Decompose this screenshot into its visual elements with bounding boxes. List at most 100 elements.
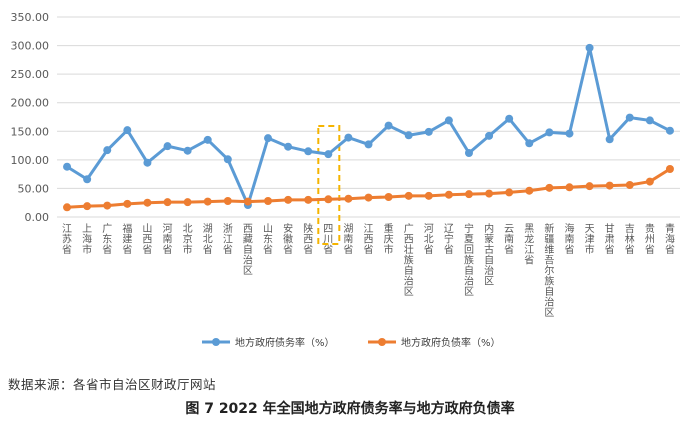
- data-point: [645, 116, 654, 125]
- data-point: [143, 198, 152, 207]
- y-tick-label: 150.00: [11, 125, 50, 138]
- x-tick-label: 上海市: [82, 223, 92, 256]
- x-tick-label: 江西省: [364, 223, 374, 256]
- data-point: [424, 127, 433, 136]
- x-tick-label: 广西壮族自治区: [404, 223, 414, 298]
- data-point: [464, 149, 473, 157]
- x-tick-label: 重庆市: [384, 222, 394, 256]
- data-point: [404, 131, 413, 140]
- data-point: [665, 126, 674, 135]
- data-point: [585, 43, 594, 52]
- data-point: [485, 131, 494, 140]
- data-point: [203, 197, 212, 206]
- data-point: [143, 158, 152, 167]
- data-point: [83, 175, 92, 184]
- x-tick-label: 安徽省: [283, 222, 293, 256]
- data-point: [404, 191, 413, 200]
- x-tick-label: 北京市: [183, 223, 193, 256]
- x-tick-label: 江苏省: [62, 223, 72, 256]
- series-line-1: [66, 46, 671, 207]
- data-point: [83, 202, 92, 211]
- data-point: [384, 121, 393, 130]
- x-tick-label: 陕西省: [303, 222, 313, 256]
- x-tick-label: 贵州省: [645, 222, 655, 256]
- data-point: [605, 181, 614, 190]
- x-tick-label: 山西省: [142, 223, 152, 256]
- data-point: [243, 197, 252, 206]
- data-point: [183, 146, 192, 155]
- data-point: [464, 190, 473, 199]
- x-tick-label: 新疆维吾尔族自治区: [544, 222, 554, 319]
- gridlines: [57, 16, 680, 218]
- y-tick-label: 250.00: [11, 68, 50, 81]
- data-point: [183, 198, 192, 207]
- x-tick-label: 天津市: [585, 224, 595, 256]
- legend-label-2: 地方政府负债率（%）: [401, 336, 501, 349]
- data-point: [324, 195, 333, 204]
- y-tick-label: 200.00: [11, 97, 50, 110]
- data-point: [364, 193, 373, 202]
- data-point: [163, 142, 172, 151]
- x-tick-label: 辽宁省: [444, 223, 454, 256]
- data-point: [103, 201, 112, 210]
- legend-label-1: 地方政府债务率（%）: [235, 336, 335, 349]
- data-point: [63, 203, 72, 212]
- data-point: [565, 129, 574, 138]
- data-point: [665, 165, 674, 173]
- x-tick-label: 四川省: [323, 224, 333, 256]
- series-layer: [63, 43, 674, 212]
- data-point: [203, 135, 212, 144]
- data-point: [505, 114, 514, 123]
- legend-marker-2: [378, 338, 386, 346]
- data-point: [605, 135, 614, 144]
- data-point: [223, 197, 232, 205]
- data-point: [324, 150, 333, 159]
- data-point: [585, 182, 594, 191]
- data-point: [123, 199, 132, 208]
- data-point: [505, 188, 514, 197]
- data-point: [163, 198, 172, 207]
- x-tick-label: 湖北省: [203, 223, 213, 256]
- data-point: [645, 177, 654, 186]
- data-point: [264, 197, 273, 205]
- data-point: [264, 134, 273, 143]
- y-tick-label: 100.00: [11, 154, 50, 167]
- data-point: [444, 190, 453, 199]
- figure-caption: 图 7 2022 年全国地方政府债务率与地方政府负债率: [185, 401, 515, 417]
- highlight-box: [317, 125, 341, 245]
- x-tick-label: 浙江省: [223, 223, 233, 256]
- x-tick-label: 甘肃省: [605, 222, 615, 256]
- data-point: [545, 128, 554, 137]
- x-tick-label: 湖南省: [343, 223, 353, 256]
- data-point: [304, 147, 313, 156]
- legend-marker-1: [212, 338, 220, 346]
- data-point: [485, 189, 494, 198]
- legend: 地方政府债务率（%） 地方政府负债率（%）: [202, 336, 501, 349]
- x-tick-label: 宁夏回族自治区: [464, 222, 474, 298]
- data-point: [344, 133, 353, 142]
- data-point: [304, 195, 313, 204]
- x-tick-label: 吉林省: [625, 223, 635, 256]
- y-tick-label: 50.00: [18, 182, 50, 195]
- x-tick-label: 青海省: [665, 222, 675, 256]
- x-tick-label: 河北省: [424, 223, 434, 256]
- y-tick-label: 300.00: [11, 40, 50, 53]
- x-tick-label: 西藏自治区: [243, 224, 253, 277]
- y-tick-label: 0.00: [25, 211, 50, 224]
- data-point: [525, 139, 534, 148]
- data-point: [625, 181, 634, 189]
- data-point: [384, 193, 393, 201]
- data-point: [103, 146, 112, 155]
- line-chart: 0.00 50.00 100.00 150.00 200.00 250.00 300.00 3…: [11, 11, 680, 349]
- x-tick-label: 海南省: [564, 222, 574, 256]
- data-point: [625, 113, 634, 122]
- data-point: [284, 195, 293, 204]
- data-point: [545, 183, 554, 192]
- data-point: [525, 186, 534, 195]
- data-point: [364, 140, 373, 149]
- data-point: [424, 191, 433, 200]
- y-axis: 0.00 50.00 100.00 150.00 200.00 250.00 300.00 3…: [11, 11, 50, 224]
- data-point: [565, 183, 574, 192]
- y-tick-label: 350.00: [11, 11, 50, 24]
